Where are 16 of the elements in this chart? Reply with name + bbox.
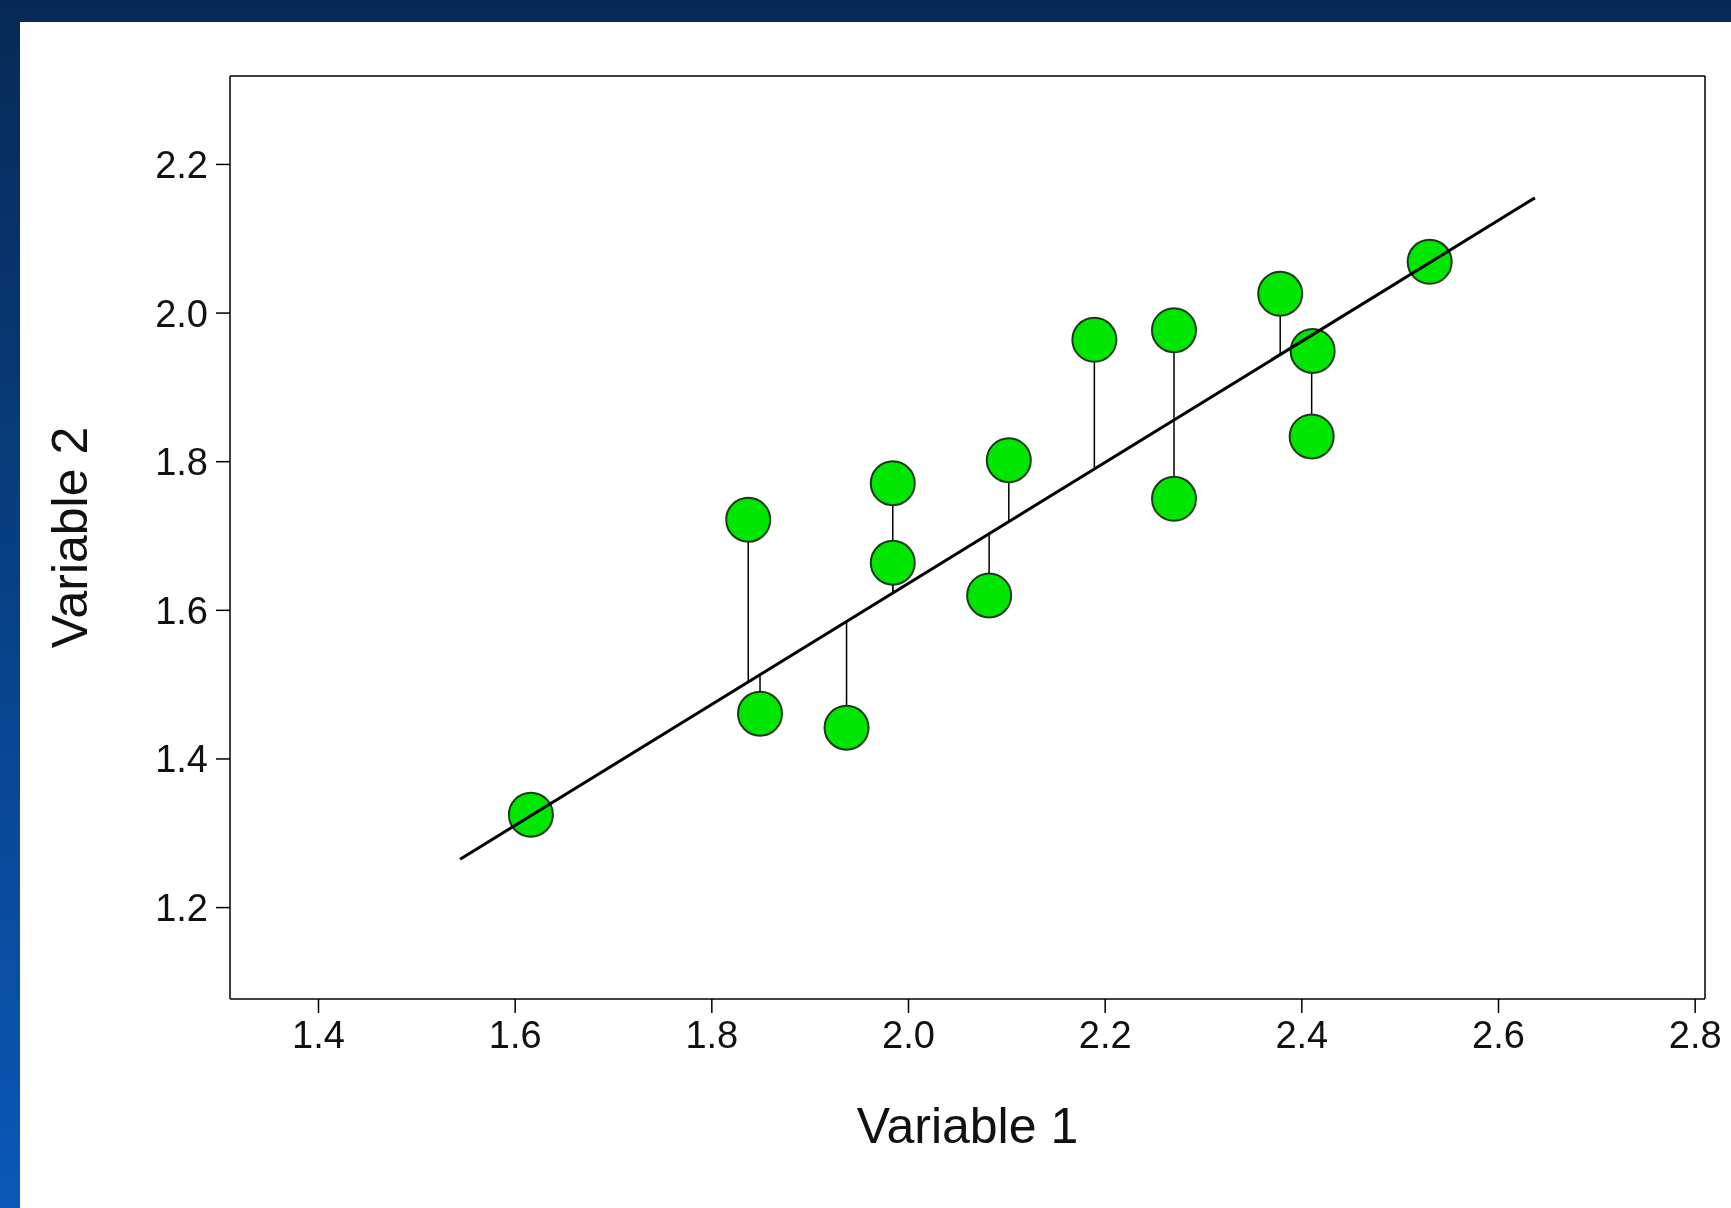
x-tick-label: 2.8 [1668, 1013, 1722, 1056]
y-tick-label: 1.6 [155, 589, 208, 632]
x-tick-label: 2.6 [1472, 1013, 1525, 1056]
x-tick-label: 2.4 [1275, 1013, 1329, 1056]
x-tick-label: 2.0 [882, 1013, 935, 1056]
y-tick-label: 1.2 [155, 887, 208, 930]
y-axis-title: Variable 2 [41, 426, 98, 649]
x-tick-label: 1.4 [292, 1013, 345, 1056]
x-tick-label: 2.2 [1078, 1013, 1132, 1056]
x-tick-label: 1.8 [685, 1013, 739, 1056]
y-tick-label: 2.2 [155, 143, 208, 186]
y-tick-label: 2.0 [155, 292, 208, 335]
y-tick-label: 1.8 [155, 441, 208, 484]
y-tick-label: 1.4 [155, 738, 208, 781]
x-axis-title: Variable 1 [856, 1098, 1079, 1154]
x-tick-label: 1.6 [488, 1013, 542, 1056]
